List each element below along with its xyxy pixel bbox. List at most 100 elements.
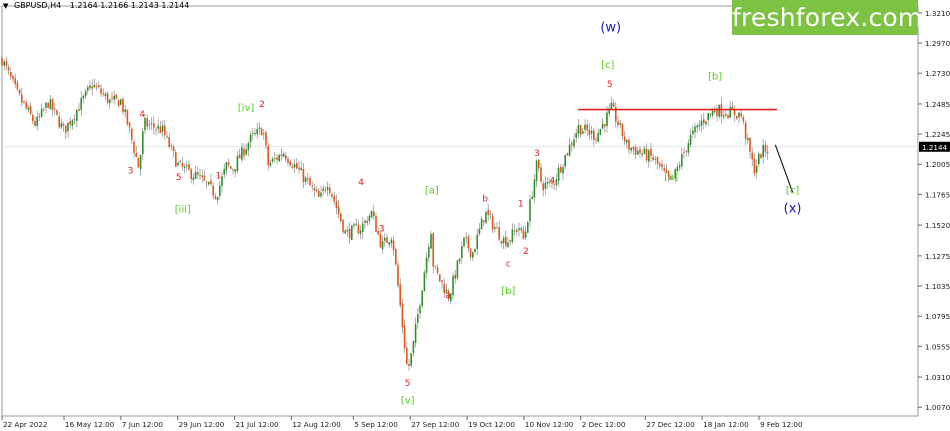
candle-body bbox=[434, 266, 437, 268]
candle-body bbox=[249, 134, 252, 143]
candle-body bbox=[54, 108, 56, 110]
candle-body bbox=[511, 229, 514, 243]
candle-body bbox=[313, 188, 316, 191]
candle-body bbox=[443, 283, 445, 294]
y-tick-label: 1.2245 bbox=[925, 130, 950, 139]
candle-body bbox=[271, 158, 274, 162]
candle-body bbox=[634, 147, 637, 155]
candle-body bbox=[210, 180, 212, 185]
candle-body bbox=[78, 109, 80, 112]
candle-body bbox=[212, 185, 214, 196]
candle-body bbox=[711, 110, 714, 116]
candle-body bbox=[542, 183, 544, 191]
candle-body bbox=[62, 124, 65, 126]
candle-body bbox=[401, 303, 404, 328]
candle-body bbox=[91, 86, 93, 89]
y-tick-label: 1.1275 bbox=[925, 252, 950, 261]
candle-body bbox=[25, 102, 27, 109]
candle-body bbox=[610, 102, 613, 110]
candle-body bbox=[227, 162, 230, 165]
candle-body bbox=[687, 143, 690, 153]
wave-label: 3 bbox=[534, 149, 540, 159]
candle-body bbox=[516, 230, 518, 233]
candle-body bbox=[216, 197, 219, 201]
candle-body bbox=[414, 324, 417, 343]
candle-body bbox=[69, 120, 71, 125]
candle-body bbox=[379, 233, 382, 248]
candle-body bbox=[663, 168, 665, 171]
x-tick-label: 2 Dec 12:00 bbox=[582, 420, 626, 429]
y-tick-label: 1.2730 bbox=[925, 69, 950, 78]
candle-body bbox=[549, 181, 551, 183]
candle-body bbox=[362, 223, 364, 232]
y-tick-label: 1.0070 bbox=[925, 403, 950, 412]
candle-body bbox=[203, 175, 206, 181]
candle-body bbox=[656, 156, 659, 164]
candle-body bbox=[23, 101, 25, 103]
candle-body bbox=[161, 125, 164, 132]
candle-body bbox=[390, 239, 393, 244]
candle-body bbox=[425, 257, 428, 273]
candle-body bbox=[681, 153, 683, 167]
candle-body bbox=[509, 240, 511, 242]
candle-body bbox=[478, 228, 481, 234]
candle-body bbox=[155, 129, 157, 131]
candle-body bbox=[406, 347, 408, 364]
candle-body bbox=[683, 152, 685, 154]
candle-body bbox=[230, 166, 232, 169]
candle-body bbox=[256, 128, 258, 135]
candle-body bbox=[375, 216, 377, 233]
candle-body bbox=[751, 152, 753, 160]
wave-label: [iv] bbox=[238, 103, 255, 114]
candle-body bbox=[430, 234, 432, 249]
candle-body bbox=[274, 158, 276, 159]
y-tick-label: 1.1765 bbox=[925, 190, 950, 199]
candle-body bbox=[533, 179, 536, 198]
candle-body bbox=[652, 157, 654, 160]
candle-body bbox=[76, 110, 78, 122]
x-tick-label: 9 Feb 12:00 bbox=[760, 420, 803, 429]
candle-body bbox=[87, 87, 89, 91]
candle-body bbox=[494, 227, 496, 230]
candle-body bbox=[601, 123, 604, 129]
candle-body bbox=[47, 103, 49, 108]
candle-body bbox=[507, 242, 509, 248]
candle-body bbox=[267, 145, 269, 166]
candle-body bbox=[604, 124, 606, 127]
x-tick-label: 18 Jan 12:00 bbox=[703, 420, 749, 429]
candle-body bbox=[293, 164, 296, 168]
candle-body bbox=[753, 158, 756, 174]
candle-body bbox=[307, 178, 309, 180]
candle-body bbox=[573, 139, 575, 147]
candle-body bbox=[18, 89, 21, 94]
candle-body bbox=[733, 108, 736, 116]
x-tick-label: 27 Sep 12:00 bbox=[411, 420, 459, 429]
price-tag-label: 1.2144 bbox=[922, 143, 948, 152]
candle-body bbox=[260, 128, 263, 136]
candle-body bbox=[397, 264, 399, 286]
projection-line bbox=[774, 144, 794, 193]
candle-body bbox=[120, 99, 122, 105]
candle-body bbox=[758, 153, 760, 165]
candle-body bbox=[122, 98, 124, 112]
candle-body bbox=[738, 112, 740, 118]
wave-label: c bbox=[506, 260, 511, 270]
candle-body bbox=[381, 241, 384, 250]
candle-body bbox=[287, 158, 289, 163]
candle-body bbox=[447, 290, 450, 300]
candle-body bbox=[115, 94, 118, 99]
candle-body bbox=[236, 156, 239, 171]
candle-body bbox=[454, 274, 456, 279]
candle-body bbox=[597, 132, 599, 142]
candle-body bbox=[729, 107, 731, 118]
candle-body bbox=[282, 153, 285, 157]
candle-body bbox=[139, 155, 142, 170]
candle-body bbox=[485, 211, 487, 224]
candle-body bbox=[452, 276, 454, 296]
candle-body bbox=[540, 167, 542, 182]
wave-label: 2 bbox=[259, 100, 265, 110]
candle-body bbox=[128, 122, 131, 128]
candle-body bbox=[357, 224, 360, 234]
wave-label: 4 bbox=[358, 178, 364, 188]
